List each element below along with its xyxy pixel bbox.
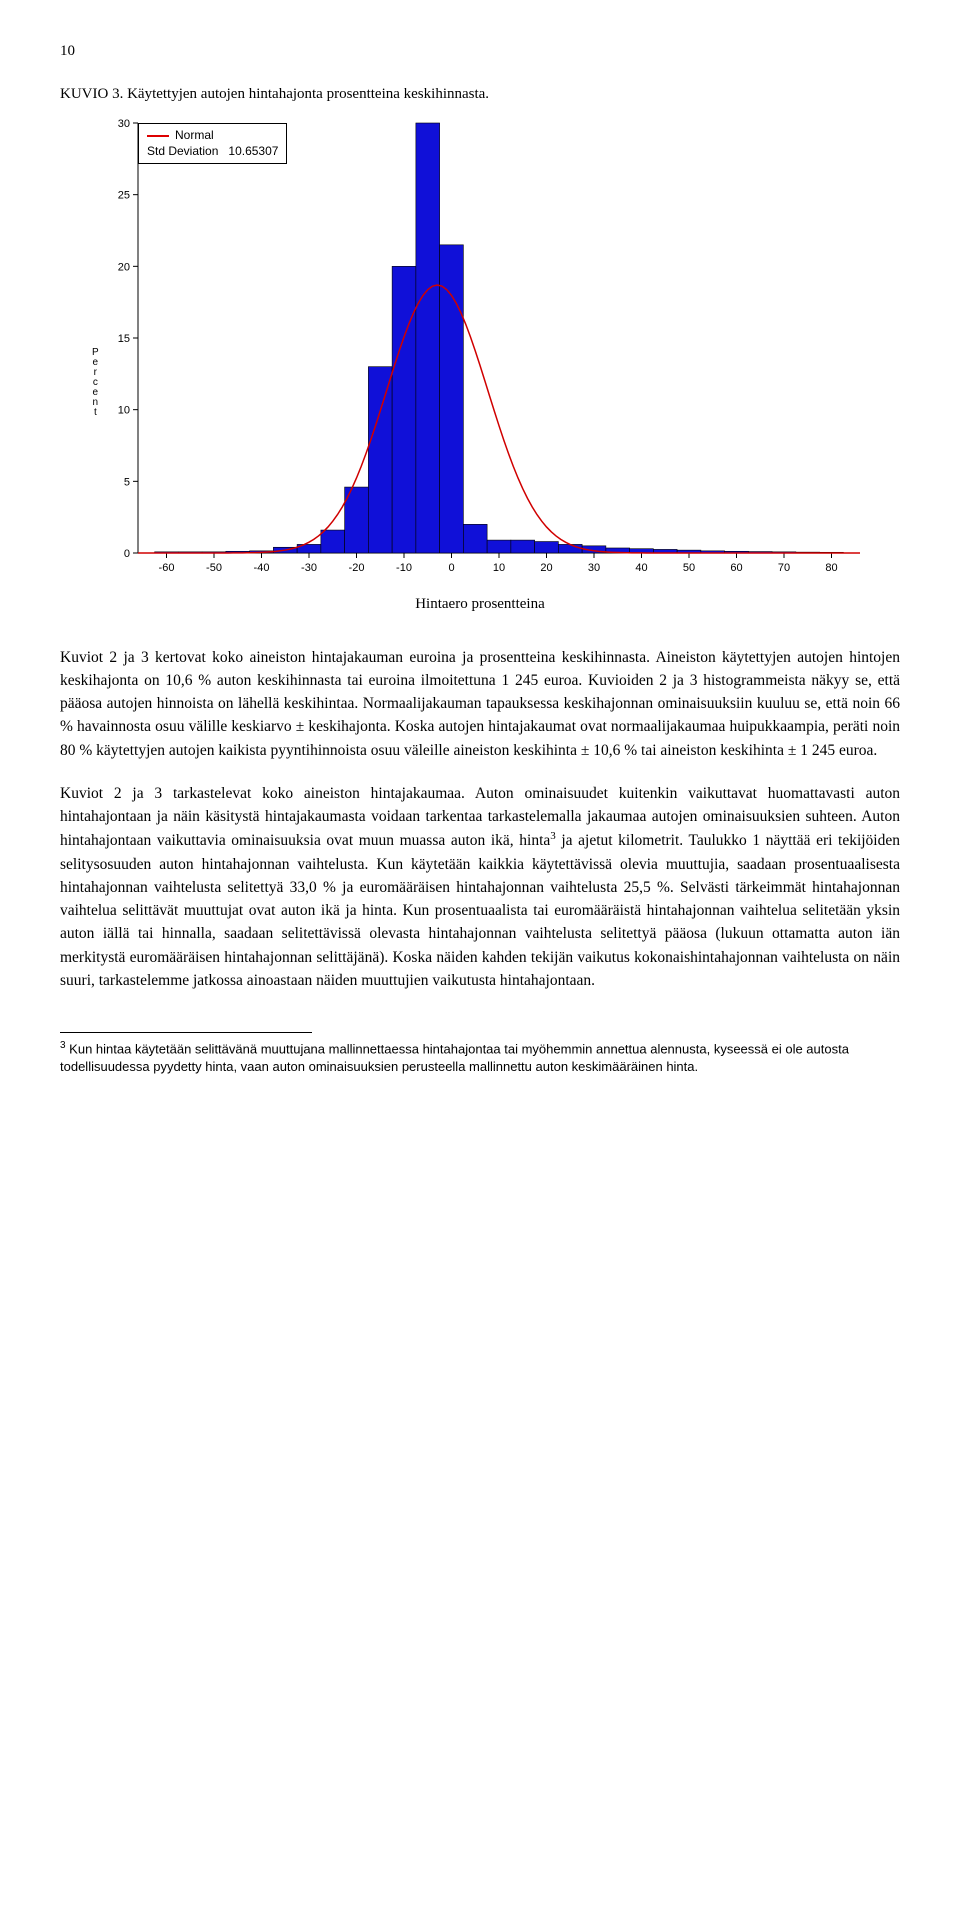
histogram-chart: Normal Std Deviation 10.65307 Percent 0 5… bbox=[90, 113, 870, 583]
y-axis-label: Percent bbox=[92, 348, 99, 418]
svg-text:-50: -50 bbox=[206, 562, 222, 574]
svg-text:-30: -30 bbox=[301, 562, 317, 574]
footnote: 3 Kun hintaa käytetään selittävänä muutt… bbox=[60, 1039, 900, 1075]
svg-text:40: 40 bbox=[635, 562, 647, 574]
legend-normal-label: Normal bbox=[175, 128, 214, 144]
svg-text:30: 30 bbox=[118, 118, 130, 130]
svg-text:70: 70 bbox=[778, 562, 790, 574]
svg-text:-60: -60 bbox=[159, 562, 175, 574]
svg-text:5: 5 bbox=[124, 476, 130, 488]
svg-text:80: 80 bbox=[825, 562, 837, 574]
page-number: 10 bbox=[60, 40, 900, 63]
chart-legend: Normal Std Deviation 10.65307 bbox=[138, 123, 287, 164]
svg-text:15: 15 bbox=[118, 333, 130, 345]
body-paragraph-2: Kuviot 2 ja 3 tarkastelevat koko aineist… bbox=[60, 782, 900, 992]
svg-text:20: 20 bbox=[118, 261, 130, 273]
para2-part2: ja ajetut kilometrit. Taulukko 1 näyttää… bbox=[60, 832, 900, 989]
svg-text:20: 20 bbox=[540, 562, 552, 574]
legend-std-label: Std Deviation bbox=[147, 144, 218, 158]
legend-std-value: 10.65307 bbox=[228, 144, 278, 158]
svg-text:0: 0 bbox=[124, 548, 130, 560]
figure-title: KUVIO 3. Käytettyjen autojen hintahajont… bbox=[60, 83, 900, 106]
svg-text:30: 30 bbox=[588, 562, 600, 574]
chart-svg: 0 5 10 15 20 25 30 -60 -50 -40 -30 -20 -10 0 10 20 30 40 5… bbox=[90, 113, 870, 583]
svg-text:0: 0 bbox=[448, 562, 454, 574]
body-paragraph-1: Kuviot 2 ja 3 kertovat koko aineiston hi… bbox=[60, 646, 900, 762]
legend-normal-swatch bbox=[147, 135, 169, 137]
footnote-separator bbox=[60, 1032, 312, 1033]
svg-text:10: 10 bbox=[118, 405, 130, 417]
svg-text:-20: -20 bbox=[349, 562, 365, 574]
svg-text:10: 10 bbox=[493, 562, 505, 574]
svg-text:-10: -10 bbox=[396, 562, 412, 574]
svg-text:60: 60 bbox=[730, 562, 742, 574]
svg-text:50: 50 bbox=[683, 562, 695, 574]
svg-text:25: 25 bbox=[118, 190, 130, 202]
footnote-text: Kun hintaa käytetään selittävänä muuttuj… bbox=[60, 1041, 849, 1074]
svg-text:-40: -40 bbox=[254, 562, 270, 574]
chart-x-caption: Hintaero prosentteina bbox=[60, 593, 900, 616]
